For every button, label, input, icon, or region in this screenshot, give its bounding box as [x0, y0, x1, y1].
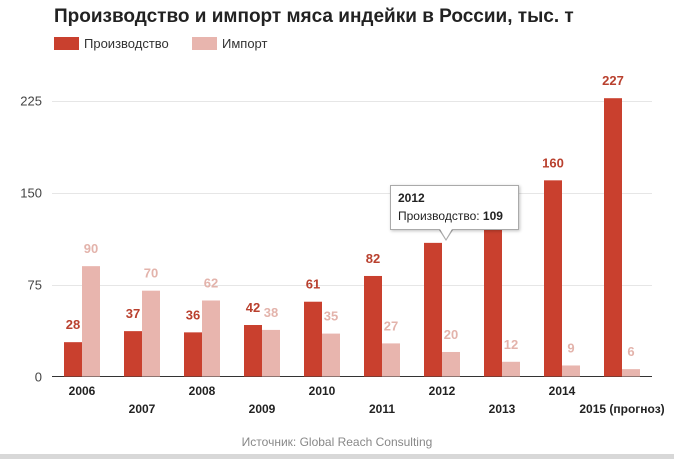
bar-production-2015 (прогноз) [604, 98, 622, 377]
bar-production-2007 [124, 331, 142, 377]
tooltip-year: 2012 [398, 191, 425, 205]
legend-swatch-production [54, 36, 79, 50]
x-tick-label: 2007 [129, 402, 156, 416]
x-tick-label: 2011 [369, 402, 395, 416]
x-tick-label: 2010 [309, 384, 336, 398]
legend-item-import[interactable]: Импорт [192, 35, 267, 51]
data-label-production: 160 [542, 155, 564, 170]
tooltip: 2012 Производство: 109 [390, 185, 519, 230]
bar-import-2006 [82, 266, 100, 377]
chart-title: Производство и импорт мяса индейки в Рос… [54, 6, 574, 27]
bar-production-2009 [244, 325, 262, 377]
tooltip-line: Производство: 109 [398, 209, 511, 223]
bar-import-2014 [562, 365, 580, 377]
bar-production-2014 [544, 180, 562, 377]
bar-import-2013 [502, 361, 520, 377]
bar-import-2010 [322, 333, 340, 377]
source-note: Источник: Global Reach Consulting [241, 435, 433, 449]
data-label-import: 35 [324, 309, 338, 324]
data-label-import: 27 [384, 318, 398, 333]
x-tick-label: 2012 [429, 384, 456, 398]
bar-production-2011 [364, 275, 382, 377]
data-label-import: 9 [567, 340, 574, 355]
data-label-production: 227 [602, 73, 624, 88]
y-tick-label: 150 [20, 186, 42, 201]
bar-production-2008 [184, 332, 202, 377]
data-label-production: 42 [246, 300, 260, 315]
tooltip-pointer [440, 229, 452, 239]
y-tick-label: 0 [35, 370, 42, 385]
y-tick-label: 75 [28, 278, 42, 293]
tooltip-series-label: Производство: [398, 209, 480, 223]
tooltip-value: 109 [482, 209, 503, 223]
bar-import-2009 [262, 329, 280, 377]
bar-import-2011 [382, 343, 400, 377]
x-tick-label: 2013 [489, 402, 516, 416]
x-tick-label: 2015 (прогноз) [579, 402, 664, 416]
bar-production-2010 [304, 301, 322, 377]
data-label-import: 70 [144, 266, 158, 281]
data-label-production: 61 [306, 277, 320, 292]
bar-import-2008 [202, 300, 220, 377]
legend-label-production: Производство [84, 35, 169, 51]
data-label-import: 6 [627, 344, 634, 359]
legend-swatch-import [192, 36, 217, 50]
data-label-production: 37 [126, 306, 140, 321]
legend-item-production[interactable]: Производство [54, 35, 169, 51]
data-label-production: 28 [66, 317, 80, 332]
bar-production-2012 [424, 242, 442, 377]
x-tick-label: 2014 [549, 384, 576, 398]
data-label-import: 90 [84, 241, 98, 256]
data-label-import: 20 [444, 327, 458, 342]
data-label-import: 12 [504, 337, 518, 352]
bar-import-2007 [142, 290, 160, 377]
data-label-production: 82 [366, 251, 380, 266]
x-tick-label: 2009 [249, 402, 276, 416]
bar-production-2013 [484, 225, 502, 377]
bar-import-2012 [442, 351, 460, 377]
bar-import-2015 (прогноз) [622, 369, 640, 377]
data-label-import: 62 [204, 275, 218, 290]
y-tick-label: 225 [20, 94, 42, 109]
data-label-production: 36 [186, 307, 200, 322]
x-tick-label: 2008 [189, 384, 216, 398]
x-tick-label: 2006 [69, 384, 96, 398]
bottom-scroll-strip [0, 454, 674, 459]
bar-production-2006 [64, 342, 82, 377]
data-label-import: 38 [264, 305, 278, 320]
legend-label-import: Импорт [222, 35, 268, 51]
